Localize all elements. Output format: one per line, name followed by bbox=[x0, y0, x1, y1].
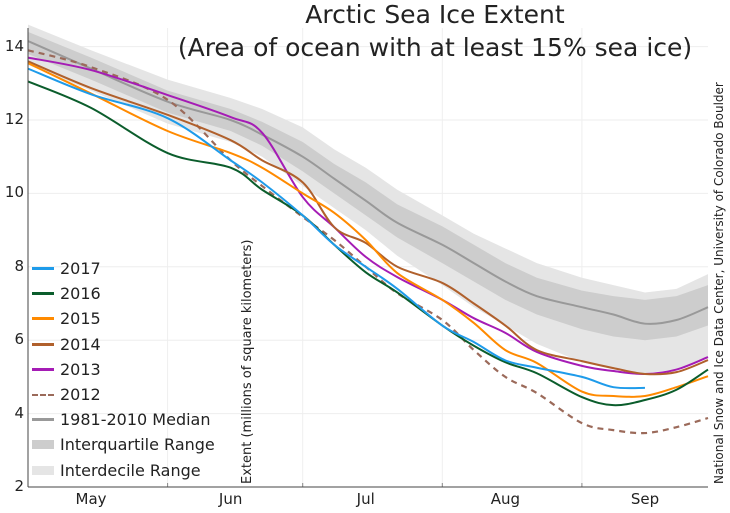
legend-swatch bbox=[32, 342, 54, 346]
y-tick-label: 6 bbox=[14, 330, 24, 349]
legend-swatch bbox=[32, 465, 54, 475]
legend-swatch bbox=[32, 367, 54, 371]
series-line-1981-2010-median bbox=[27, 40, 709, 325]
legend-label: 2015 bbox=[60, 309, 101, 329]
series-line-2013 bbox=[27, 56, 709, 375]
legend-swatch bbox=[32, 317, 54, 321]
x-tick-label: Aug bbox=[490, 490, 520, 508]
series-line-2014 bbox=[27, 60, 709, 376]
legend-swatch bbox=[32, 292, 54, 296]
legend-label: 2016 bbox=[60, 284, 101, 304]
legend-item: 2017 bbox=[32, 256, 215, 281]
y-tick-label: 2 bbox=[14, 477, 24, 495]
chart-title: Arctic Sea Ice Extent bbox=[305, 0, 565, 29]
legend-item: Interdecile Range bbox=[32, 458, 215, 483]
y-tick-label: 10 bbox=[4, 183, 24, 202]
x-tick-label: May bbox=[75, 490, 107, 508]
y-tick-label: 8 bbox=[14, 256, 24, 275]
legend-swatch bbox=[32, 393, 54, 396]
legend-item: Interquartile Range bbox=[32, 432, 215, 457]
legend-item: 2016 bbox=[32, 281, 215, 306]
y-tick-label: 12 bbox=[4, 110, 24, 128]
legend-item: 2015 bbox=[32, 306, 215, 331]
legend-swatch bbox=[32, 440, 54, 450]
credit-text: National Snow and Ice Data Center, Unive… bbox=[712, 82, 726, 484]
y-tick-label: 4 bbox=[14, 403, 24, 422]
legend-label: 2014 bbox=[60, 334, 101, 354]
legend: 2017 2016 2015 2014 2013 2012 1981-2010 Median… bbox=[32, 256, 215, 483]
legend-label: Interquartile Range bbox=[60, 435, 215, 455]
y-axis-label: Extent (millions of square kilometers) bbox=[240, 239, 255, 485]
chart-subtitle: (Area of ocean with at least 15% sea ice… bbox=[177, 33, 693, 62]
legend-label: 2013 bbox=[60, 359, 101, 379]
legend-item: 2013 bbox=[32, 357, 215, 382]
x-tick-label: Jul bbox=[356, 490, 375, 508]
series-line-2016 bbox=[27, 80, 709, 407]
legend-item: 2012 bbox=[32, 382, 215, 407]
legend-label: Interdecile Range bbox=[60, 460, 201, 480]
x-tick-label: Sep bbox=[630, 490, 660, 508]
interquartile-band bbox=[28, 31, 708, 341]
series-line-2012 bbox=[27, 49, 709, 435]
legend-label: 2012 bbox=[60, 385, 101, 405]
legend-item: 2014 bbox=[32, 332, 215, 357]
legend-label: 2017 bbox=[60, 259, 101, 279]
legend-swatch bbox=[32, 267, 54, 271]
y-tick-label: 14 bbox=[4, 36, 24, 55]
series-line-2017 bbox=[27, 67, 645, 390]
legend-item: 1981-2010 Median bbox=[32, 407, 215, 432]
x-tick-label: Jun bbox=[218, 490, 243, 508]
legend-label: 1981-2010 Median bbox=[60, 410, 211, 430]
series-line-2015 bbox=[27, 62, 709, 398]
legend-swatch bbox=[32, 418, 54, 422]
